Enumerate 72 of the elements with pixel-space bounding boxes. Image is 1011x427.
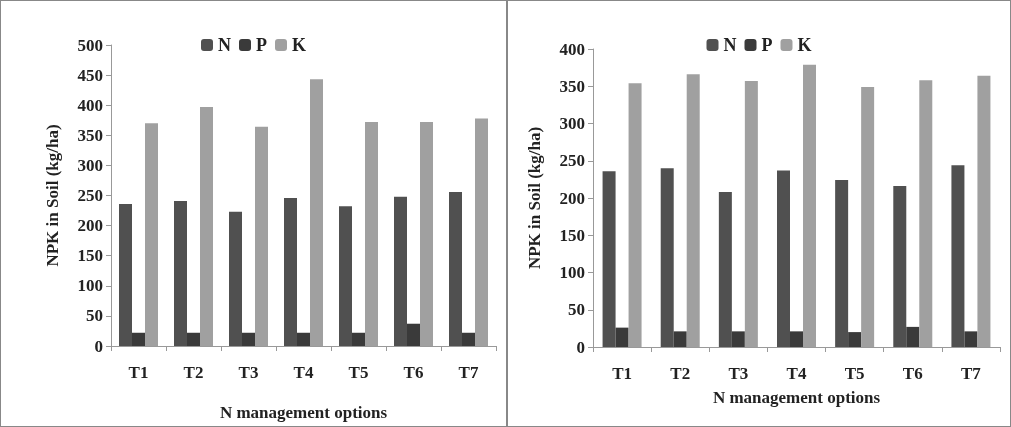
legend-label: N	[218, 35, 231, 55]
bar	[731, 331, 745, 347]
bar	[132, 332, 145, 346]
y-tick-label: 0	[94, 336, 103, 356]
x-tick-label: T4	[786, 364, 807, 383]
legend-label: K	[292, 35, 307, 55]
y-axis-title: NPK in Soil (kg/ha)	[43, 124, 62, 267]
bar	[174, 200, 187, 346]
y-tick-label: 200	[559, 188, 585, 208]
y-tick-label: 50	[568, 300, 585, 320]
bar	[229, 211, 242, 346]
x-tick-label: T4	[293, 363, 314, 382]
bar	[673, 331, 687, 347]
bar	[660, 168, 674, 347]
legend-label: P	[256, 35, 267, 55]
y-tick-label: 450	[77, 65, 103, 85]
x-axis-title: N management options	[219, 403, 388, 422]
bar	[835, 180, 849, 347]
bar	[893, 186, 907, 347]
bar	[964, 331, 978, 347]
x-tick-label: T2	[183, 363, 204, 382]
x-tick-label: T6	[902, 364, 923, 383]
y-tick-label: 300	[559, 114, 585, 133]
bar	[339, 206, 352, 346]
x-tick-label: T3	[238, 363, 259, 382]
y-tick-label: 400	[77, 95, 103, 115]
y-tick-label: 200	[77, 216, 103, 236]
y-tick-label: 100	[559, 263, 585, 282]
bar	[951, 165, 965, 347]
bar	[462, 332, 475, 346]
legend-label: P	[761, 35, 773, 55]
bar	[297, 332, 310, 346]
y-tick-label: 150	[77, 246, 103, 266]
x-tick-label: T1	[128, 363, 149, 382]
bar	[407, 323, 420, 346]
y-tick-label: 50	[86, 306, 103, 326]
x-tick-label: T2	[670, 364, 691, 383]
bar	[848, 332, 862, 347]
y-axis-title: NPK in Soil (kg/ha)	[525, 126, 544, 270]
bar	[187, 332, 200, 346]
y-tick-label: 250	[559, 151, 585, 171]
x-tick-label: T5	[348, 363, 369, 382]
y-tick-label: 250	[77, 186, 103, 205]
x-tick-label: T5	[844, 364, 865, 383]
y-tick-label: 100	[77, 276, 103, 296]
x-tick-label: T7	[961, 364, 982, 383]
y-tick-label: 300	[77, 155, 103, 175]
y-tick-label: 150	[559, 225, 585, 245]
legend-label: N	[723, 35, 737, 55]
legend-label: K	[797, 35, 812, 55]
bar	[790, 331, 803, 347]
x-tick-label: T3	[728, 364, 749, 383]
bar	[352, 332, 365, 346]
bar	[615, 327, 629, 347]
bar	[119, 203, 132, 346]
y-tick-label: 500	[77, 35, 103, 55]
y-tick-label: 350	[559, 76, 585, 96]
bar	[449, 191, 462, 346]
x-tick-label: T6	[403, 363, 424, 382]
y-tick-label: 0	[576, 337, 585, 357]
y-tick-label: 350	[77, 125, 103, 145]
bar	[394, 196, 407, 346]
bar	[777, 170, 790, 347]
x-tick-label: T7	[458, 363, 479, 382]
bar	[718, 192, 732, 347]
bar	[906, 326, 920, 347]
bar	[284, 197, 297, 346]
bar	[602, 171, 616, 347]
x-axis-title: N management options	[712, 388, 881, 407]
y-tick-label: 400	[559, 39, 585, 59]
bar	[242, 332, 255, 346]
x-tick-label: T1	[612, 364, 632, 383]
